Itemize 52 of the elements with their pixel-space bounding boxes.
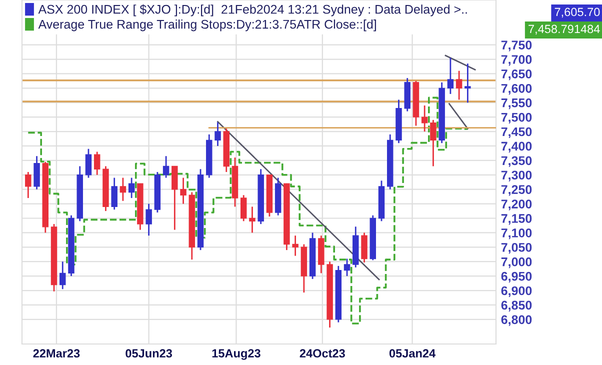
- y-tick-label: 7,200: [501, 200, 532, 210]
- candlestick: [180, 177, 186, 204]
- candlestick: [60, 260, 66, 290]
- candlestick: [292, 234, 298, 257]
- candlestick: [344, 258, 350, 277]
- y-tick-label: 7,400: [501, 142, 532, 152]
- legend-label: Average True Range Trailing Stops:Dy:21:3.75ATR Close::[d]: [38, 20, 376, 32]
- text: 7,605.70: [554, 8, 600, 18]
- y-tick-label: 7,750: [501, 40, 532, 52]
- y-tick-label: 7,450: [501, 127, 532, 138]
- y-tick-label: 6,800: [501, 315, 532, 326]
- y-tick-label: 7,150: [501, 214, 532, 225]
- x-tick-label: 22Mar23: [33, 349, 80, 358]
- y-tick-label: 7,500: [501, 112, 532, 124]
- x-tick-label: 24Oct23: [300, 349, 345, 358]
- y-tick-label: 7,050: [501, 242, 532, 254]
- candlestick: [214, 122, 221, 147]
- y-tick-label: 6,950: [501, 272, 532, 283]
- candlestick: [120, 177, 126, 202]
- candlestick: [430, 119, 436, 167]
- y-tick-label: 7,350: [501, 156, 532, 167]
- candlestick: [94, 151, 100, 176]
- candlestick: [172, 166, 178, 231]
- candlestick: [34, 155, 40, 190]
- x-tick-label: 05Jun23: [126, 349, 172, 358]
- candlestick: [162, 155, 170, 178]
- candlestick: [240, 194, 247, 222]
- candlestick: [128, 177, 135, 199]
- y-tick-label: 7,300: [501, 170, 532, 182]
- x-tick-label: 05Jan24: [389, 349, 436, 358]
- candlestick: [464, 62, 471, 104]
- y-tick-label: 7,650: [501, 70, 532, 80]
- candlestick: [111, 177, 118, 210]
- candlestick: [85, 148, 92, 178]
- candlestick: [361, 232, 368, 264]
- candlestick: [421, 104, 428, 132]
- text: 7,458.791484: [528, 24, 600, 35]
- y-tick-label: 7,600: [501, 84, 532, 95]
- y-tick-label: 7,000: [501, 257, 532, 268]
- y-tick-label: 7,700: [501, 55, 532, 66]
- candlestick: [249, 206, 256, 234]
- y-tick-label: 7,100: [501, 228, 532, 240]
- candlestick: [146, 203, 152, 236]
- y-tick-label: 7,550: [501, 98, 532, 110]
- candlestick: [25, 171, 32, 199]
- legend-label: ASX 200 INDEX [ $XJO ]:Dy:[d] 21Feb2024 13:21 Sydney : Data Delayed >..: [38, 4, 467, 16]
- candlestick: [456, 70, 462, 100]
- y-tick-label: 6,900: [501, 286, 532, 297]
- x-tick-label: 15Aug23: [212, 349, 260, 360]
- candlestick: [447, 57, 454, 95]
- y-tick-label: 7,250: [501, 185, 532, 196]
- y-tick-label: 6,850: [501, 300, 532, 312]
